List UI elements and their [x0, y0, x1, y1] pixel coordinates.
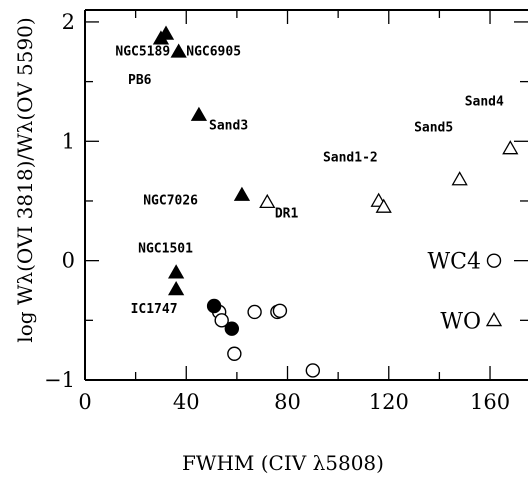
y-tick-label: 2	[62, 10, 75, 34]
x-tick-label: 160	[470, 390, 510, 414]
y-tick-label: −1	[44, 368, 75, 392]
point-label: DR1	[275, 207, 299, 222]
point-label: Sand3	[209, 118, 248, 133]
open-circle-point	[272, 303, 288, 318]
open-circle-point	[227, 346, 242, 361]
point-label: PB6	[128, 73, 152, 88]
x-tick-label: 80	[274, 390, 301, 414]
point-label: NGC7026	[143, 194, 198, 209]
legend-marker	[485, 312, 503, 327]
open-triangle-point	[502, 140, 519, 155]
filled-triangle-point	[168, 280, 185, 296]
point-label: Sand4	[465, 94, 504, 109]
open-triangle-point	[375, 198, 392, 213]
open-circle-point	[305, 363, 321, 378]
point-label: NGC5189	[115, 44, 170, 59]
axis-ticks	[84, 10, 528, 381]
y-tick-label: 1	[62, 129, 75, 153]
open-triangle-point	[451, 171, 468, 186]
point-label: NGC1501	[138, 241, 193, 256]
legend-label: WO	[440, 309, 481, 334]
x-tick-label: 120	[369, 390, 409, 414]
filled-triangle-point	[170, 43, 187, 58]
y-tick-label: 0	[62, 249, 75, 273]
point-label: IC1747	[131, 302, 178, 317]
filled-triangle-point	[190, 106, 208, 121]
filled-triangle-point	[168, 264, 185, 279]
legend-label: WC4	[428, 250, 481, 275]
point-labels: NGC5189 NGC6905 PB6 Sand3 NGC7026 DR1 Sand1-2 S…	[115, 44, 504, 317]
filled-circle-point	[206, 298, 222, 314]
x-axis-label: FWHM (CIV λ5808)	[182, 451, 384, 475]
open-circle-point	[247, 304, 262, 320]
data-points	[152, 25, 519, 378]
point-label: Sand5	[414, 121, 453, 136]
open-circle-point	[214, 313, 229, 328]
point-label: Sand1-2	[323, 151, 378, 166]
point-label: NGC6905	[186, 44, 241, 59]
legend-marker	[486, 253, 502, 268]
x-tick-label: 40	[173, 390, 200, 414]
y-axis-label: log Wλ(OVI 3818)/Wλ(OV 5590)	[13, 17, 37, 342]
legend: WC4 WO	[428, 250, 503, 334]
plot-frame	[84, 9, 528, 381]
filled-triangle-point	[157, 25, 175, 40]
x-tick-label: 0	[78, 390, 91, 414]
filled-circle-point	[224, 321, 240, 336]
filled-triangle-point	[233, 186, 251, 201]
open-triangle-point	[259, 193, 276, 209]
